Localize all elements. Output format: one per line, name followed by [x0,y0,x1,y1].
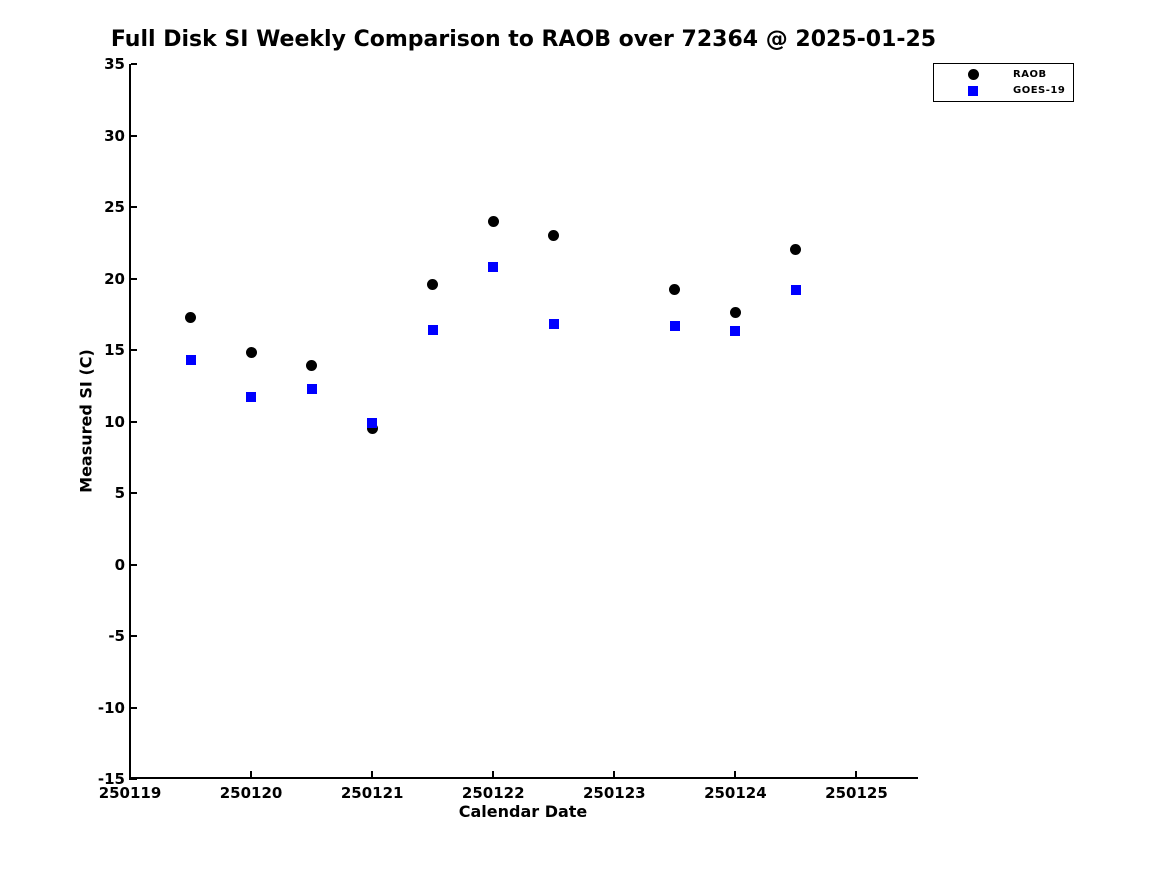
x-tick-label: 250125 [825,784,888,802]
y-tick-label: -10 [97,698,125,717]
y-tick-label: 10 [104,412,125,431]
data-point-goes-19 [185,355,196,365]
x-tick-label: 250121 [340,784,404,802]
data-point-goes-19 [427,324,438,335]
x-tick-label: 250122 [461,784,525,802]
y-tick-label: 30 [104,126,125,145]
data-point-raob [487,215,499,227]
data-point-raob [729,307,741,319]
x-tick [613,771,616,777]
x-tick-label: 250119 [98,784,162,802]
y-tick [131,420,137,423]
y-tick-label: 0 [114,555,125,574]
x-tick-label: 250120 [219,784,283,802]
y-tick [131,563,137,566]
x-tick [855,771,858,777]
y-tick [131,706,137,709]
y-axis-label: Measured SI (C) [76,349,96,493]
legend-label-goes-19: GOES-19 [1013,85,1066,96]
data-point-raob [185,311,197,323]
data-point-goes-19 [306,383,317,394]
data-point-raob [366,423,378,435]
data-point-raob [306,360,318,372]
x-axis-label: Calendar Date [458,802,588,821]
data-point-goes-19 [548,319,559,330]
y-tick [131,277,137,280]
y-tick [131,492,137,494]
x-tick [250,771,253,777]
y-tick-label: -15 [97,770,125,788]
y-tick [131,778,137,780]
y-tick [131,635,137,637]
data-point-goes-19 [367,417,378,428]
data-point-raob [790,244,802,256]
data-point-raob [548,230,560,242]
y-tick-label: 15 [104,341,125,359]
chart-title: Full Disk SI Weekly Comparison to RAOB o… [110,27,937,52]
y-tick-label: -5 [108,627,125,645]
y-tick-label: 35 [104,55,125,73]
x-tick-label: 250123 [582,784,646,802]
legend: RAOB GOES-19 [933,63,1074,102]
x-tick-label: 250124 [704,784,767,802]
data-point-raob [669,284,681,296]
data-point-goes-19 [669,320,680,331]
legend-entry-raob: RAOB [934,67,1073,83]
raob-circle-icon [967,69,979,80]
y-tick [131,134,137,137]
y-tick-label: 25 [104,198,125,216]
x-tick [492,771,495,777]
data-point-goes-19 [790,284,801,295]
y-tick [131,63,137,65]
data-point-raob [427,278,439,290]
data-point-raob [245,347,257,359]
data-point-goes-19 [488,262,499,273]
y-tick-label: 20 [104,269,125,288]
data-point-goes-19 [730,326,741,337]
y-tick [131,349,137,351]
x-tick [734,771,737,777]
x-axis-spine [129,777,918,779]
data-point-goes-19 [246,392,257,403]
y-tick [131,206,137,208]
legend-entry-goes-19: GOES-19 [934,83,1073,99]
y-axis-spine [129,64,131,780]
x-tick [129,771,131,777]
x-tick [371,771,374,777]
goes-19-square-icon [967,85,979,96]
y-tick-label: 5 [114,484,125,502]
legend-label-raob: RAOB [1013,69,1047,80]
